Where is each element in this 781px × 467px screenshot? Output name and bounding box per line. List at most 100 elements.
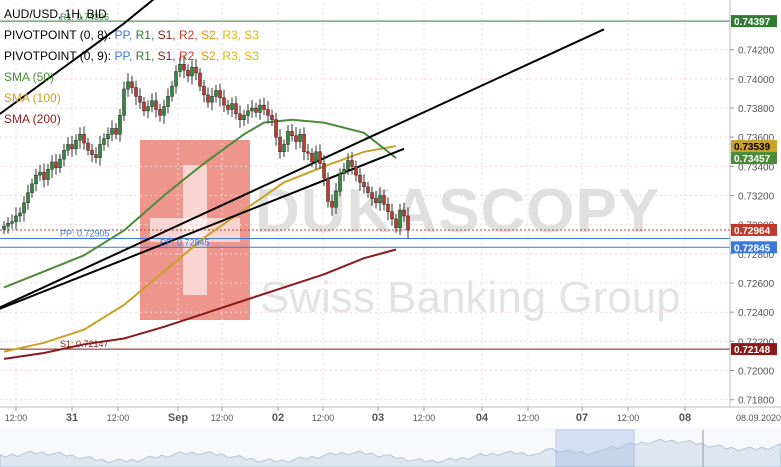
candle-body[interactable] [274, 119, 278, 138]
candle-body[interactable] [362, 182, 366, 188]
candle-body[interactable] [46, 169, 50, 180]
candle-body[interactable] [66, 144, 70, 151]
channel-lower-line[interactable] [0, 147, 405, 317]
channel-mid-line[interactable] [0, 28, 605, 316]
candle-body[interactable] [334, 190, 338, 208]
candle-body[interactable] [114, 128, 118, 135]
legend-pivot1[interactable]: PIVOTPOINT (0, 8): PP, R1, S1, R2, S2, R… [4, 25, 259, 46]
candle-body[interactable] [134, 87, 138, 97]
candle-body[interactable] [30, 183, 34, 193]
legend-sma50[interactable]: SMA (50) [4, 67, 259, 88]
candle-body[interactable] [406, 215, 410, 231]
candle-body[interactable] [318, 151, 322, 164]
candle-body[interactable] [354, 166, 358, 176]
legend-sma200[interactable]: SMA (200) [4, 109, 259, 130]
candle-body[interactable] [262, 104, 266, 110]
candle-body[interactable] [122, 88, 126, 116]
candle-body[interactable] [210, 96, 214, 103]
candle-body[interactable] [226, 104, 230, 110]
candle-body[interactable] [58, 158, 62, 169]
candle-body[interactable] [90, 150, 94, 155]
candle-body[interactable] [86, 142, 90, 151]
candle-body[interactable] [10, 221, 14, 224]
candle-body[interactable] [358, 174, 362, 183]
candle-body[interactable] [350, 160, 354, 167]
candle-body[interactable] [290, 131, 294, 136]
candle-body[interactable] [130, 81, 134, 88]
candle-body[interactable] [230, 103, 234, 110]
sma50-line[interactable] [3, 118, 397, 289]
sma200-line[interactable] [3, 248, 397, 360]
candle-body[interactable] [394, 218, 398, 228]
candle-body[interactable] [26, 192, 30, 204]
candle-body[interactable] [238, 113, 242, 120]
candle-body[interactable] [402, 209, 406, 217]
candle-body[interactable] [342, 169, 346, 174]
channel-upper-line[interactable] [0, 0, 244, 128]
candle-body[interactable] [6, 222, 10, 227]
sma100-line[interactable] [3, 145, 397, 353]
candle-body[interactable] [250, 107, 254, 112]
candle-body[interactable] [258, 104, 262, 113]
candle-body[interactable] [166, 96, 170, 107]
candle-body[interactable] [242, 115, 246, 120]
candle-body[interactable] [194, 66, 198, 74]
candle-body[interactable] [298, 134, 302, 142]
candle-body[interactable] [38, 171, 42, 176]
candle-body[interactable] [306, 151, 310, 154]
candle-body[interactable] [146, 106, 150, 112]
candle-body[interactable] [302, 134, 306, 153]
candle-body[interactable] [182, 64, 186, 71]
candle-body[interactable] [78, 134, 82, 141]
candle-body[interactable] [330, 201, 334, 208]
candle-body[interactable] [2, 225, 6, 230]
candle-body[interactable] [294, 135, 298, 142]
candle-body[interactable] [18, 212, 22, 217]
candle-body[interactable] [186, 69, 190, 77]
candle-body[interactable] [374, 198, 378, 204]
candle-body[interactable] [338, 173, 342, 192]
candle-body[interactable] [154, 100, 158, 110]
candle-body[interactable] [254, 107, 258, 113]
candle-body[interactable] [378, 195, 382, 204]
candle-body[interactable] [42, 171, 46, 180]
candle-body[interactable] [322, 163, 326, 179]
candle-body[interactable] [142, 101, 146, 112]
candle-body[interactable] [162, 106, 166, 116]
candle-body[interactable] [214, 90, 218, 97]
candle-body[interactable] [34, 174, 38, 185]
candle-body[interactable] [398, 209, 402, 228]
candle-body[interactable] [170, 85, 174, 97]
candle-body[interactable] [14, 215, 18, 223]
candle-body[interactable] [310, 152, 314, 163]
candle-body[interactable] [178, 64, 182, 72]
candle-body[interactable] [346, 160, 350, 170]
candle-body[interactable] [118, 115, 122, 135]
candle-body[interactable] [270, 115, 274, 120]
candle-body[interactable] [74, 139, 78, 150]
navigator-window[interactable] [555, 429, 635, 467]
candle-body[interactable] [138, 96, 142, 103]
candle-body[interactable] [174, 71, 178, 87]
candle-body[interactable] [62, 150, 66, 160]
candle-body[interactable] [50, 161, 54, 170]
candle-body[interactable] [246, 110, 250, 116]
candle-body[interactable] [54, 161, 58, 169]
candle-body[interactable] [370, 192, 374, 199]
candle-body[interactable] [106, 134, 110, 139]
x-axis-area[interactable] [0, 408, 781, 428]
legend-sma100[interactable]: SMA (100) [4, 88, 259, 109]
candle-body[interactable] [198, 72, 202, 87]
candle-body[interactable] [98, 144, 102, 158]
candle-body[interactable] [126, 81, 130, 90]
candle-body[interactable] [286, 131, 290, 145]
candle-body[interactable] [22, 202, 26, 214]
candle-body[interactable] [382, 195, 386, 205]
candle-body[interactable] [266, 109, 270, 116]
candle-body[interactable] [150, 100, 154, 107]
candle-body[interactable] [94, 154, 98, 158]
candle-body[interactable] [158, 109, 162, 116]
candle-body[interactable] [278, 136, 282, 153]
candle-body[interactable] [366, 186, 370, 193]
